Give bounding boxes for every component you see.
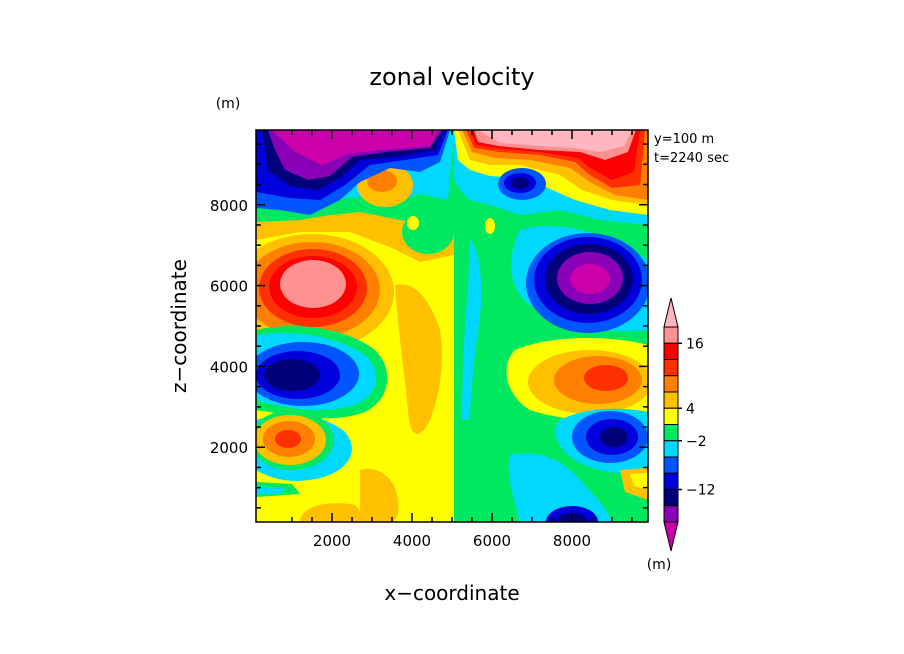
colorbar-swatch (663, 342, 679, 360)
colorbar-tick-label: 4 (686, 401, 695, 417)
x-axis-ticks: 2000 4000 6000 8000 (291, 130, 633, 550)
colorbar-tick-label: 16 (686, 336, 704, 352)
x-tick-label: 6000 (473, 532, 511, 550)
x-axis-label: x−coordinate (384, 581, 519, 605)
colorbar-swatch (663, 391, 679, 409)
y-tick-label: 8000 (210, 197, 248, 215)
y-axis-label: z−coordinate (167, 259, 191, 393)
y-tick-label: 6000 (210, 278, 248, 296)
annotation-t: t=2240 sec (654, 151, 729, 166)
colorbar-swatch (663, 472, 679, 490)
colorbar (663, 297, 679, 552)
colorbar-swatch (663, 489, 679, 507)
colorbar-swatch (663, 326, 679, 344)
colorbar-swatch (663, 505, 679, 523)
x-tick-label: 8000 (553, 532, 591, 550)
colorbar-swatch (663, 375, 679, 393)
colorbar-swatch (663, 440, 679, 458)
y-axis-unit: (m) (216, 96, 241, 112)
colorbar-tick-label: −2 (686, 434, 707, 450)
colorbar-swatch (663, 359, 679, 377)
colorbar-labels: 16 4 −2 −12 (678, 336, 716, 499)
x-tick-label: 2000 (313, 532, 351, 550)
y-axis-ticks: 2000 4000 6000 8000 (210, 143, 648, 509)
contour-fill-group (256, 130, 648, 522)
y-tick-label: 2000 (210, 439, 248, 457)
colorbar-top-extension (663, 297, 679, 328)
colorbar-swatch (663, 407, 679, 425)
x-tick-label: 4000 (393, 532, 431, 550)
colorbar-tick-label: −12 (686, 483, 716, 499)
chart-title: zonal velocity (369, 63, 534, 91)
colorbar-unit: (m) (647, 557, 672, 573)
annotation-y: y=100 m (654, 132, 714, 147)
colorbar-swatch (663, 424, 679, 442)
y-tick-label: 4000 (210, 358, 248, 376)
colorbar-bottom-extension (663, 521, 679, 552)
colorbar-swatch (663, 456, 679, 474)
